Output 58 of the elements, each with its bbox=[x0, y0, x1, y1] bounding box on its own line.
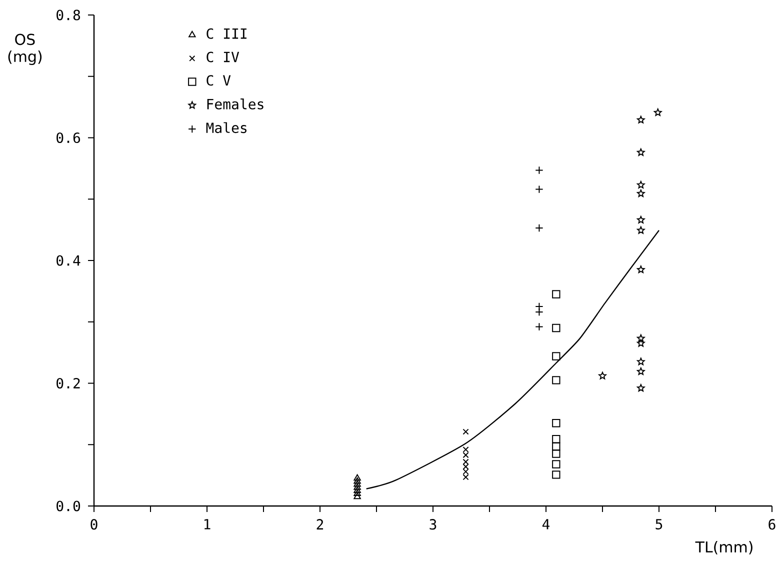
x-tick-label: 4 bbox=[542, 519, 550, 530]
point bbox=[636, 226, 645, 234]
point bbox=[552, 352, 560, 360]
legend-label: Males bbox=[206, 122, 246, 134]
y-axis-title: OS (mg) bbox=[8, 34, 42, 65]
point bbox=[636, 148, 645, 156]
point bbox=[462, 446, 469, 453]
legend-label: Females bbox=[207, 98, 264, 110]
point bbox=[552, 419, 560, 428]
point bbox=[462, 468, 469, 475]
point bbox=[552, 470, 560, 479]
point bbox=[636, 334, 645, 342]
point bbox=[552, 376, 560, 384]
point bbox=[636, 339, 645, 347]
y-tick-label: 0.8 bbox=[56, 10, 80, 20]
point bbox=[354, 480, 361, 487]
point bbox=[598, 372, 606, 380]
y-tick-label: 0.6 bbox=[56, 132, 80, 144]
x-tick-label: 3 bbox=[430, 519, 436, 530]
point bbox=[552, 450, 560, 458]
point bbox=[636, 180, 645, 188]
point bbox=[552, 460, 560, 468]
x-axis-title: TL(mm) bbox=[695, 541, 752, 554]
point bbox=[462, 464, 469, 470]
line-series bbox=[366, 230, 660, 490]
point bbox=[462, 452, 469, 458]
y-tick-label: 0.0 bbox=[56, 500, 80, 512]
y-tick-label: 0.2 bbox=[56, 378, 80, 389]
y-tick-label: 0.4 bbox=[56, 255, 80, 266]
x-tick-label: 5 bbox=[656, 519, 662, 530]
x-tick-label: 0 bbox=[90, 519, 98, 530]
point bbox=[354, 492, 361, 500]
point bbox=[636, 216, 645, 224]
point bbox=[636, 384, 645, 392]
x-tick-label: 2 bbox=[316, 519, 324, 530]
point bbox=[636, 367, 645, 375]
point bbox=[654, 108, 662, 116]
point bbox=[462, 428, 469, 435]
point bbox=[552, 434, 560, 444]
legend-label: C III bbox=[206, 28, 246, 39]
point bbox=[354, 486, 361, 493]
x-tick-label: 1 bbox=[204, 519, 210, 530]
point bbox=[552, 442, 560, 451]
point bbox=[636, 358, 645, 366]
point bbox=[636, 266, 645, 274]
point bbox=[636, 189, 645, 198]
point bbox=[636, 116, 645, 124]
point bbox=[354, 477, 361, 484]
point bbox=[552, 290, 560, 298]
point bbox=[354, 483, 361, 490]
point bbox=[552, 324, 560, 332]
x-tick-label: 6 bbox=[768, 519, 776, 530]
point bbox=[354, 474, 361, 481]
legend-label: C IV bbox=[206, 52, 240, 62]
legend-label: C V bbox=[206, 75, 231, 86]
point bbox=[462, 474, 469, 480]
point bbox=[462, 458, 469, 465]
point bbox=[354, 490, 361, 496]
